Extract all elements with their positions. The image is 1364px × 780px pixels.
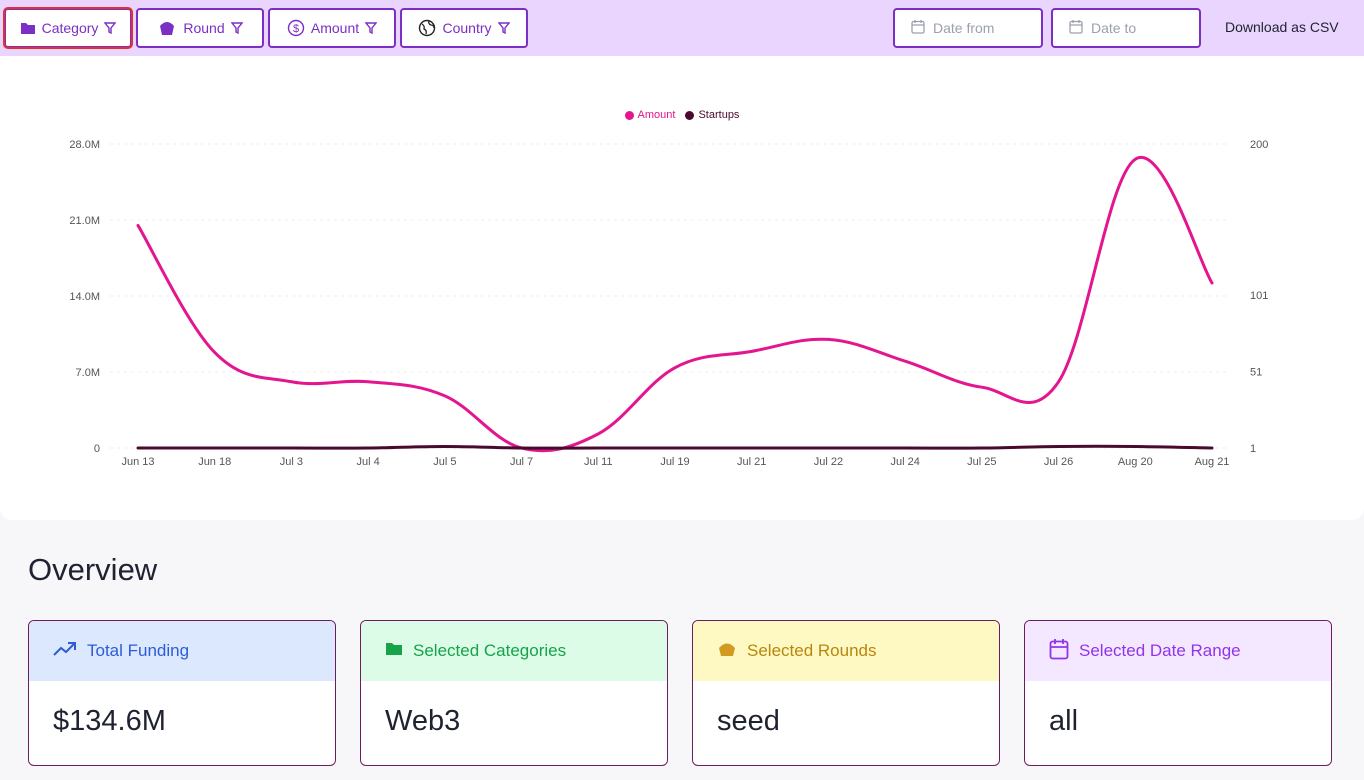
x-tick-label: Jul 5: [433, 456, 456, 468]
legend-dot-startups: [685, 110, 695, 120]
funding-chart-card: Amount Startups 0 7.0M 14.0M 21.0M 28.0M 1 51 1…: [0, 56, 1364, 520]
country-filter-button[interactable]: Country: [400, 8, 528, 48]
funnel-icon: [230, 22, 243, 34]
chart-legend: Amount Startups: [0, 109, 1364, 121]
legend-label-amount: Amount: [637, 109, 676, 121]
calendar-icon: [1069, 19, 1083, 37]
category-filter-button[interactable]: Category: [3, 7, 133, 49]
date-from-input[interactable]: Date from: [893, 8, 1043, 48]
globe-icon: [418, 19, 436, 37]
card-header: Total Funding: [29, 621, 335, 681]
amount-filter-button[interactable]: $ Amount: [268, 8, 396, 48]
x-tick-label: Jun 13: [121, 456, 154, 468]
selected-categories-card: Selected Categories Web3: [360, 620, 668, 766]
selected-rounds-card: Selected Rounds seed: [692, 620, 1000, 766]
card-label: Total Funding: [87, 641, 190, 660]
legend-item-amount[interactable]: Amount: [624, 109, 676, 121]
funnel-icon: [365, 22, 378, 34]
card-header: Selected Date Range: [1025, 621, 1331, 681]
card-value: all: [1049, 705, 1079, 737]
x-tick-label: Jul 3: [280, 456, 303, 468]
x-tick-label: Jul 19: [660, 456, 689, 468]
x-tick-label: Jul 24: [890, 456, 919, 468]
x-tick-label: Jul 11: [584, 456, 613, 468]
download-csv-button[interactable]: Download as CSV: [1225, 19, 1339, 35]
round-filter-button[interactable]: Round: [136, 8, 264, 48]
right-tick-label: 101: [1250, 290, 1268, 302]
series-line-startups: [136, 444, 1214, 450]
left-tick-label: 7.0M: [76, 367, 100, 379]
x-tick-label: Jul 21: [737, 456, 766, 468]
left-tick-label: 14.0M: [69, 291, 100, 303]
right-tick-label: 51: [1250, 367, 1262, 379]
total-funding-card: Total Funding $134.6M: [28, 620, 336, 766]
x-tick-label: Jul 7: [510, 456, 533, 468]
card-value: $134.6M: [53, 705, 166, 737]
funnel-icon: [104, 22, 117, 34]
overview-title: Overview: [28, 552, 158, 587]
trend-up-icon: [53, 641, 77, 662]
country-filter-label: Country: [442, 20, 492, 36]
calendar-icon: [1049, 638, 1069, 665]
card-value: seed: [717, 705, 780, 737]
left-tick-label: 0: [94, 443, 100, 455]
card-header: Selected Categories: [361, 621, 667, 681]
date-to-input[interactable]: Date to: [1051, 8, 1201, 48]
selected-date-range-card: Selected Date Range all: [1024, 620, 1332, 766]
series-line-amount: [136, 155, 1214, 453]
card-header: Selected Rounds: [693, 621, 999, 681]
funnel-icon: [497, 22, 510, 34]
svg-text:$: $: [293, 23, 299, 35]
bag-icon: [717, 641, 737, 662]
card-value: Web3: [385, 705, 461, 737]
dollar-icon: $: [287, 19, 305, 37]
calendar-icon: [911, 19, 925, 37]
legend-dot-amount: [624, 110, 634, 120]
x-tick-label: Jun 18: [198, 456, 231, 468]
date-from-placeholder: Date from: [933, 20, 995, 36]
x-tick-label: Aug 21: [1195, 456, 1230, 468]
x-tick-label: Aug 20: [1118, 456, 1153, 468]
legend-label-startups: Startups: [698, 109, 740, 121]
x-tick-label: Jul 25: [967, 456, 996, 468]
funding-line-chart: 0 7.0M 14.0M 21.0M 28.0M 1 51 101 200 Jun 13 Jun 1…: [69, 139, 1268, 468]
right-tick-label: 200: [1250, 139, 1268, 151]
category-filter-label: Category: [41, 20, 99, 36]
card-label: Selected Categories: [413, 641, 567, 660]
x-tick-label: Jul 4: [357, 456, 380, 468]
x-tick-label: Jul 26: [1044, 456, 1073, 468]
filter-toolbar: Category Round $ Amount Country: [0, 0, 1364, 56]
folder-icon: [20, 21, 36, 35]
bag-icon: [157, 20, 177, 36]
round-filter-label: Round: [183, 20, 225, 36]
x-tick-label: Jul 22: [814, 456, 843, 468]
card-label: Selected Date Range: [1079, 641, 1241, 660]
left-tick-label: 21.0M: [69, 215, 100, 227]
amount-filter-label: Amount: [310, 20, 360, 36]
card-label: Selected Rounds: [747, 641, 877, 660]
left-tick-label: 28.0M: [69, 139, 100, 151]
legend-item-startups[interactable]: Startups: [685, 109, 739, 121]
right-tick-label: 1: [1250, 443, 1256, 455]
date-to-placeholder: Date to: [1091, 20, 1137, 36]
folder-icon: [385, 641, 403, 661]
